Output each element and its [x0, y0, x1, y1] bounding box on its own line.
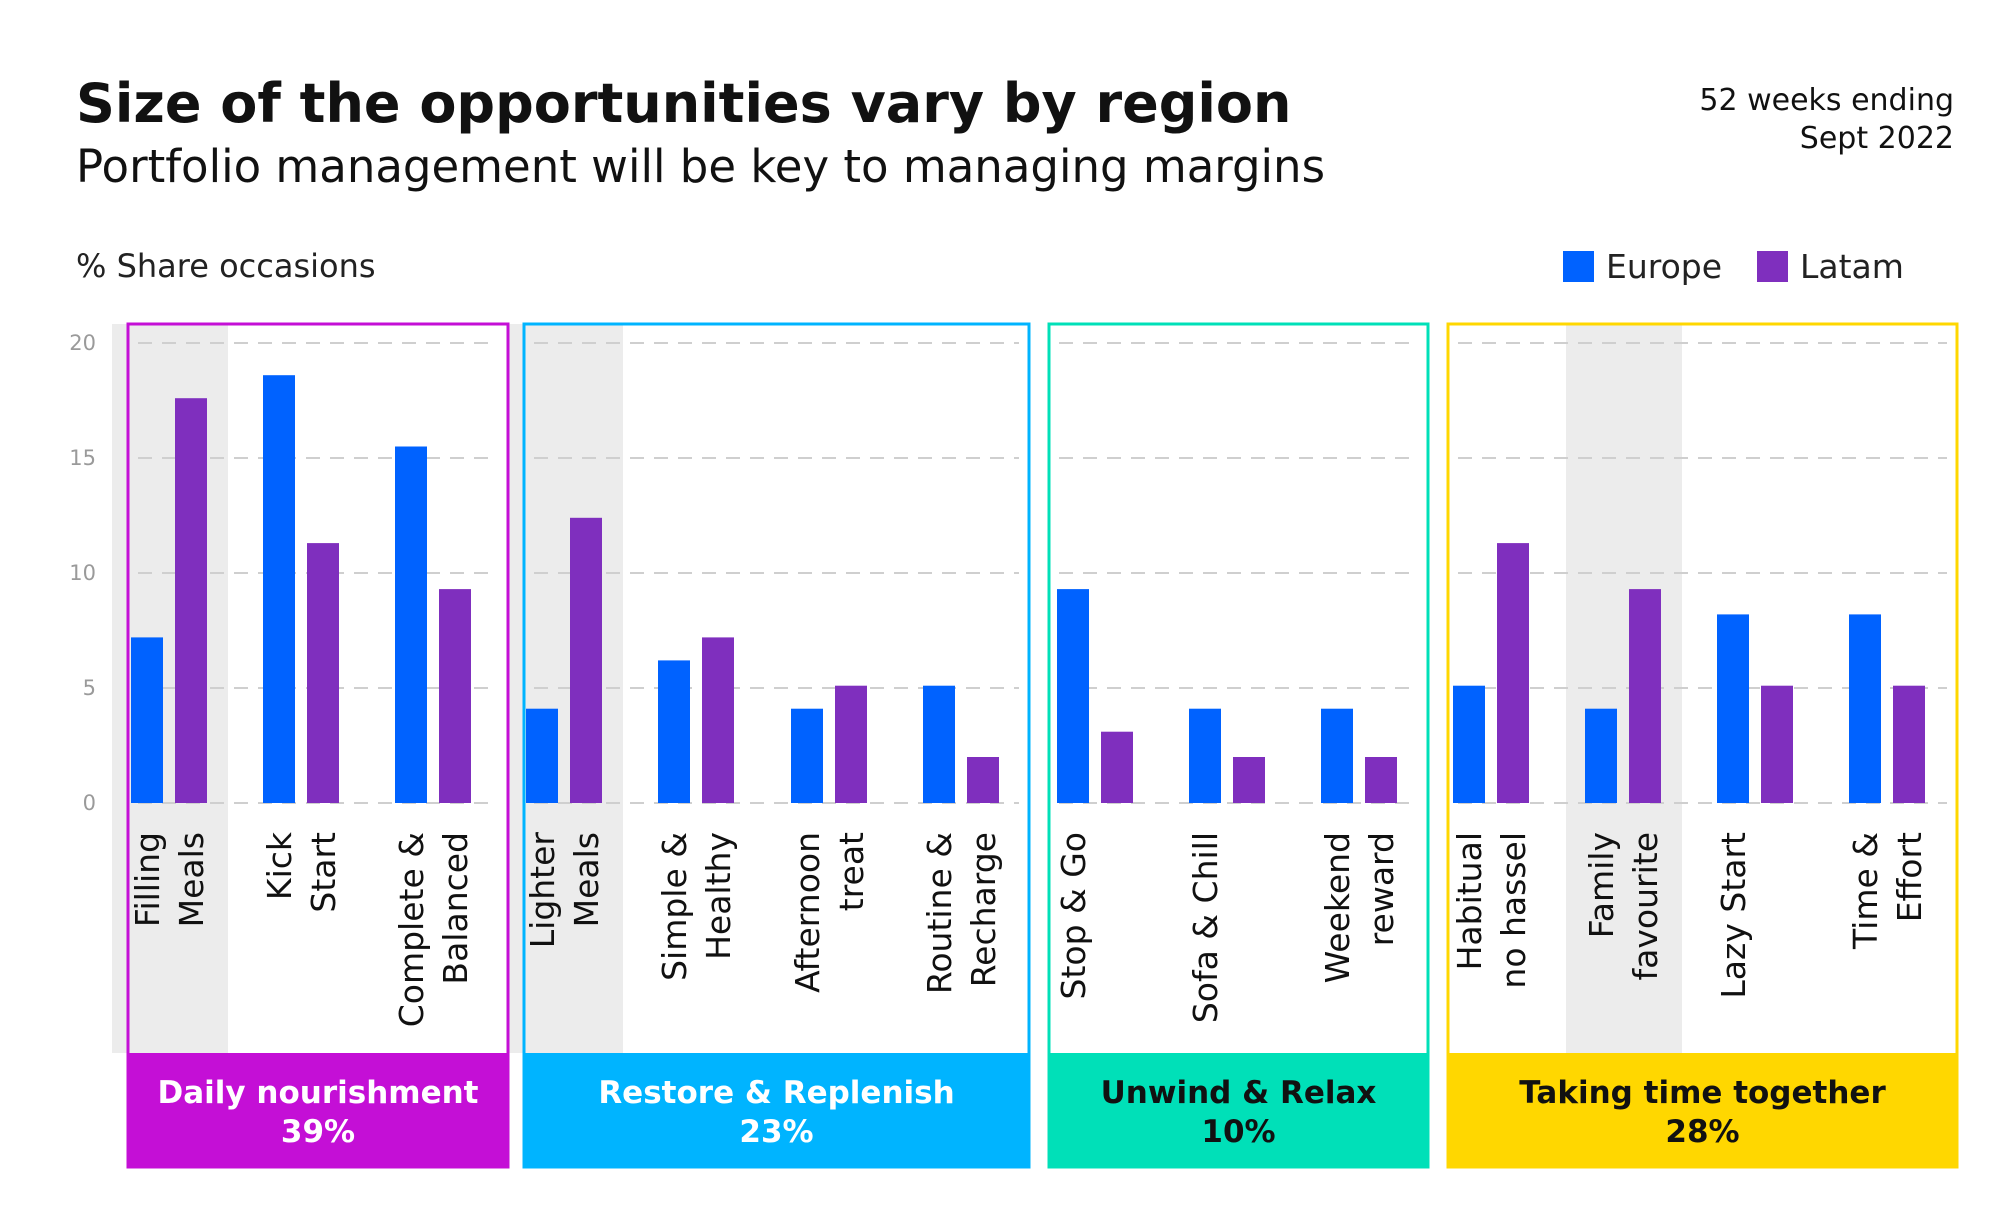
- group-panel-band: [1049, 1053, 1428, 1167]
- legend-label-europe: Europe: [1606, 247, 1722, 286]
- category-label: Afternoon: [788, 832, 827, 993]
- category-label: Healthy: [699, 832, 738, 960]
- category-label: reward: [1362, 832, 1401, 946]
- bar-latam: [1497, 543, 1529, 803]
- bar-europe: [526, 708, 558, 803]
- gridlines: [138, 342, 1947, 804]
- category-label: Complete &: [392, 832, 431, 1027]
- legend-swatch-europe: [1563, 251, 1594, 282]
- bars: [131, 375, 1925, 803]
- category-label: Kick: [260, 831, 299, 900]
- period-line-1: 52 weeks ending: [1699, 83, 1954, 118]
- category-label: Sofa & Chill: [1186, 832, 1225, 1023]
- bar-latam: [1761, 685, 1793, 803]
- bar-latam: [1233, 757, 1265, 803]
- bar-europe: [1849, 614, 1881, 803]
- category-label: Meals: [172, 832, 211, 927]
- bar-europe: [658, 660, 690, 803]
- bar-latam: [835, 685, 867, 803]
- legend-swatch-latam: [1757, 251, 1788, 282]
- bar-latam: [439, 589, 471, 803]
- group-name: Daily nourishment: [158, 1075, 479, 1111]
- group-panel-band: [524, 1053, 1029, 1167]
- bar-europe: [131, 637, 163, 803]
- category-labels: Filling Meals Kick Start Complete & Balanced L…: [128, 831, 1929, 1027]
- period-line-2: Sept 2022: [1799, 121, 1954, 156]
- category-label: Time &: [1846, 832, 1885, 950]
- category-label: Simple &: [655, 832, 694, 981]
- category-label: no hassel: [1494, 832, 1533, 989]
- chart-title: Size of the opportunities vary by region: [76, 72, 1292, 135]
- y-tick-label: 10: [69, 561, 96, 585]
- category-label: favourite: [1626, 832, 1665, 980]
- y-tick-label: 20: [69, 331, 96, 355]
- bar-europe: [791, 708, 823, 803]
- category-label: Start: [304, 832, 343, 913]
- period-note: 52 weeks ending Sept 2022: [1699, 82, 1954, 158]
- category-label: Habitual: [1450, 832, 1489, 970]
- category-label: Balanced: [436, 832, 475, 985]
- bar-europe: [1057, 589, 1089, 803]
- category-label: Stop & Go: [1054, 832, 1093, 1000]
- legend: Europe Latam: [1563, 247, 1904, 286]
- category-label: Effort: [1890, 832, 1929, 922]
- group-share: 39%: [281, 1114, 355, 1150]
- group-name: Restore & Replenish: [598, 1075, 954, 1111]
- bar-latam: [570, 517, 602, 803]
- bar-europe: [395, 446, 427, 803]
- bar-latam: [967, 757, 999, 803]
- y-tick-label: 5: [83, 676, 96, 700]
- category-label: Meals: [567, 832, 606, 927]
- category-label: Family: [1582, 832, 1621, 938]
- category-label: treat: [832, 832, 871, 911]
- bar-europe: [263, 375, 295, 803]
- bar-latam: [1101, 731, 1133, 803]
- category-label: Lighter: [523, 832, 562, 949]
- y-axis-ticks: 0 5 10 15 20: [69, 331, 96, 815]
- legend-label-latam: Latam: [1800, 247, 1904, 286]
- group-share: 23%: [739, 1114, 813, 1150]
- bar-europe: [923, 685, 955, 803]
- bar-latam: [307, 543, 339, 803]
- bar-europe: [1189, 708, 1221, 803]
- bar-latam: [1365, 757, 1397, 803]
- y-tick-label: 15: [69, 446, 96, 470]
- bar-latam: [1629, 589, 1661, 803]
- group-share: 28%: [1665, 1114, 1739, 1150]
- bar-latam: [702, 637, 734, 803]
- y-axis-label: % Share occasions: [76, 247, 376, 285]
- bar-latam: [175, 398, 207, 803]
- group-share: 10%: [1201, 1114, 1275, 1150]
- bar-europe: [1453, 685, 1485, 803]
- category-label: Routine &: [920, 832, 959, 994]
- chart-subtitle: Portfolio management will be key to mana…: [76, 140, 1326, 193]
- group-panel-band: [1448, 1053, 1957, 1167]
- bar-europe: [1717, 614, 1749, 803]
- group-name: Unwind & Relax: [1101, 1075, 1377, 1111]
- group-panel-band: [128, 1053, 508, 1167]
- category-label: Lazy Start: [1714, 832, 1753, 999]
- y-tick-label: 0: [83, 791, 96, 815]
- bar-europe: [1321, 708, 1353, 803]
- category-label: Weekend: [1318, 832, 1357, 983]
- bar-latam: [1893, 685, 1925, 803]
- bar-europe: [1585, 708, 1617, 803]
- category-label: Recharge: [964, 832, 1003, 987]
- group-name: Taking time together: [1519, 1075, 1886, 1111]
- category-label: Filling: [128, 832, 167, 927]
